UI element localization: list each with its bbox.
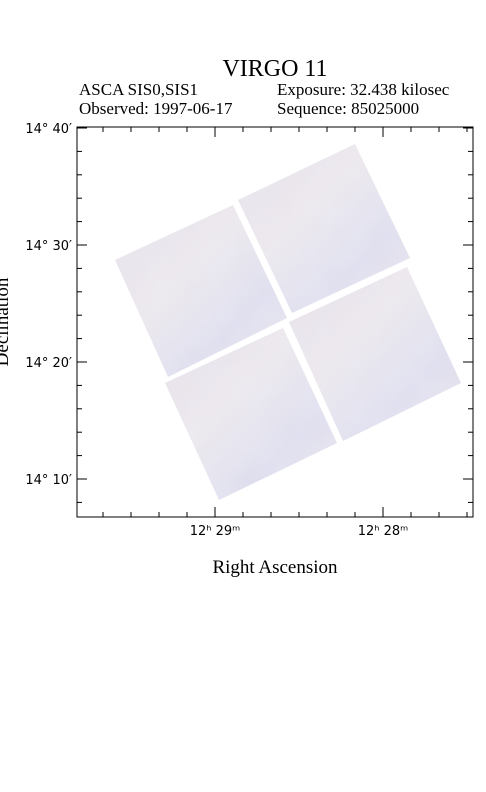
y-tick-label: 14° 30′ [25, 239, 72, 254]
sequence: Sequence: 85025000 [277, 99, 419, 118]
instrument: ASCA SIS0,SIS1 [79, 80, 198, 99]
observed: Observed: 1997-06-17 [79, 99, 233, 118]
x-axis-label: Right Ascension [212, 557, 338, 578]
y-tick-label: 14° 40′ [25, 122, 72, 137]
tile [165, 328, 337, 500]
x-tick-label: 12ʰ 29ᵐ [190, 524, 241, 539]
frame [76, 126, 474, 518]
title: VIRGO 11 [222, 56, 327, 82]
x-tick-label: 12ʰ 28ᵐ [358, 524, 409, 539]
exposure: Exposure: 32.438 kilosec [277, 80, 450, 99]
y-tick-label: 14° 20′ [25, 356, 72, 371]
ticks [77, 127, 473, 517]
tile [289, 267, 461, 441]
y-tick-label: 14° 10′ [25, 473, 72, 488]
tile [238, 144, 410, 313]
y-axis-label: Declination [0, 277, 13, 366]
tile [115, 205, 287, 377]
image-tiles [115, 144, 461, 500]
